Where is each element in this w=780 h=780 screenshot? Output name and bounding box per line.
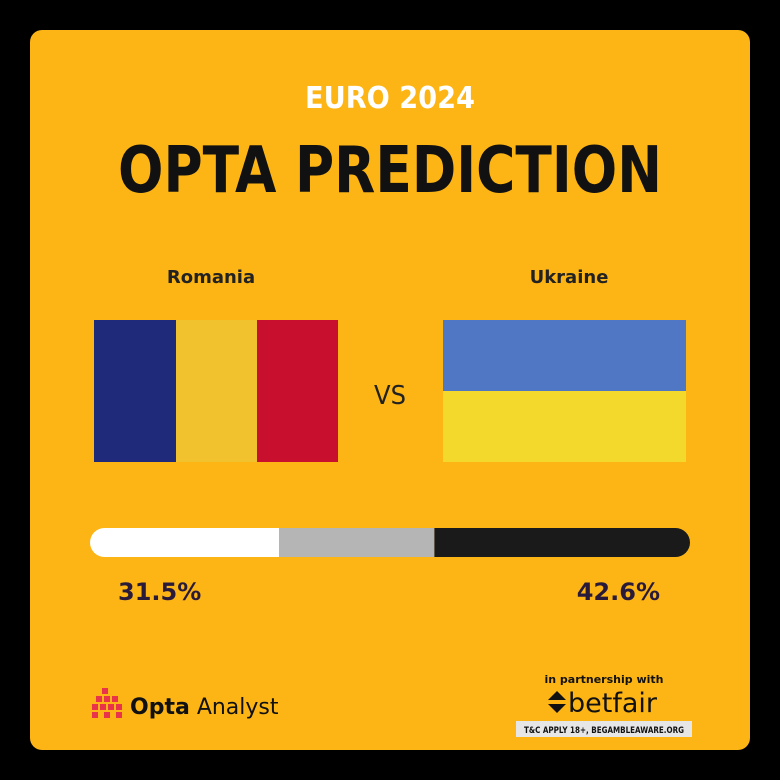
flag-stripe bbox=[94, 320, 176, 462]
betfair-arrows bbox=[548, 691, 566, 713]
brand-bold: Opta bbox=[130, 695, 190, 720]
disclaimer-box bbox=[516, 721, 692, 737]
brand: Opta Analyst bbox=[130, 695, 279, 720]
ukraine-flag bbox=[443, 320, 686, 462]
prediction-bar bbox=[90, 528, 690, 557]
flag-stripe bbox=[443, 391, 686, 462]
away-team-name: Ukraine bbox=[530, 267, 609, 288]
brand-light: Analyst bbox=[197, 695, 279, 720]
disclaimer: T&C APPLY 18+, BEGAMBLEAWARE.ORG bbox=[524, 726, 684, 736]
flag-stripe bbox=[257, 320, 338, 462]
card bbox=[30, 30, 750, 750]
bar-segment bbox=[434, 528, 690, 557]
flag-stripe bbox=[176, 320, 257, 462]
bar-segment bbox=[279, 528, 435, 557]
home-win-label: 31.5% bbox=[118, 578, 201, 606]
title: OPTA PREDICTION bbox=[118, 134, 662, 208]
flag-stripe bbox=[443, 320, 686, 391]
away-win-label: 42.6% bbox=[577, 578, 660, 606]
vs-label: VS bbox=[374, 381, 406, 411]
sponsor: betfair bbox=[568, 688, 658, 719]
bar-segment bbox=[90, 528, 279, 557]
romania-flag bbox=[94, 320, 338, 462]
home-team-name: Romania bbox=[167, 267, 255, 288]
opta-logo bbox=[92, 688, 122, 718]
partnership-text: in partnership with bbox=[544, 673, 663, 686]
subtitle: EURO 2024 bbox=[305, 81, 475, 116]
